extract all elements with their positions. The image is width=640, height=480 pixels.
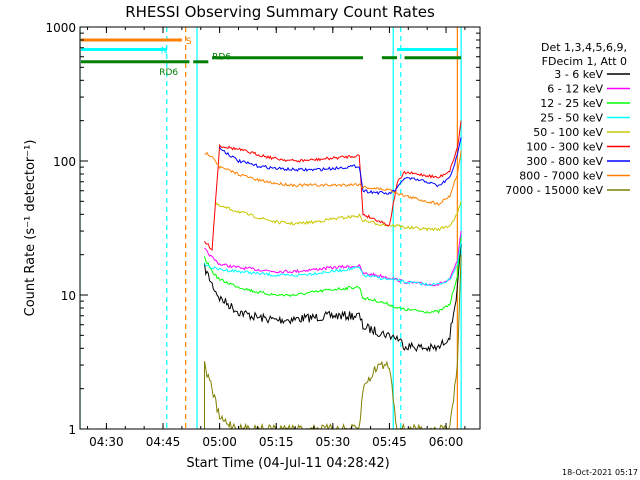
x-tick-label-1: 04:45 xyxy=(146,435,181,449)
state-bar-label-0: S xyxy=(186,37,192,47)
series-line-2 xyxy=(204,237,462,314)
x-tick-label-4: 05:30 xyxy=(316,435,351,449)
x-tick-label-0: 04:30 xyxy=(89,435,124,449)
legend-label-3: 25 - 50 keV xyxy=(540,112,603,125)
legend-label-0: 3 - 6 keV xyxy=(554,68,603,81)
state-bar-label-3: RD6 xyxy=(212,53,231,63)
legend: Det 1,3,4,5,6,9,FDecim 1, Att 03 - 6 keV… xyxy=(505,41,630,197)
x-tick-label-3: 05:15 xyxy=(259,435,294,449)
legend-header-1: FDecim 1, Att 0 xyxy=(542,55,627,68)
plot-frame xyxy=(79,26,481,430)
state-bars: S N RD6 RD6 xyxy=(81,37,462,78)
x-tick-label-6: 06:00 xyxy=(429,435,464,449)
y-tick-label-3: 1000 xyxy=(45,21,76,35)
axes: 04:30 04:45 05:00 05:15 05:30 05:45 06:00 1 10 10… xyxy=(45,21,480,449)
series-line-5 xyxy=(204,120,462,251)
series-line-6 xyxy=(219,137,462,196)
x-tick-label-2: 05:00 xyxy=(202,435,237,449)
legend-label-6: 300 - 800 keV xyxy=(526,155,603,168)
y-tick-label-1: 10 xyxy=(61,289,76,303)
legend-label-7: 800 - 7000 keV xyxy=(519,170,603,183)
y-tick-label-2: 100 xyxy=(53,155,76,169)
legend-header-0: Det 1,3,4,5,6,9, xyxy=(541,41,627,54)
series-line-1 xyxy=(204,231,462,287)
x-axis-label: Start Time (04-Jul-11 04:28:42) xyxy=(186,456,389,471)
series-line-7 xyxy=(204,150,462,206)
series-line-8 xyxy=(204,254,462,429)
y-axis-label: Count Rate (s⁻¹ detector⁻¹) xyxy=(23,140,38,317)
state-bar-label-1: N xyxy=(161,46,168,56)
legend-label-4: 50 - 100 keV xyxy=(533,126,603,139)
legend-label-1: 6 - 12 keV xyxy=(547,83,603,96)
footer-timestamp: 18-Oct-2021 05:17 xyxy=(562,468,638,477)
legend-label-2: 12 - 25 keV xyxy=(540,97,603,110)
chart-title: RHESSI Observing Summary Count Rates xyxy=(125,3,435,21)
series-layer xyxy=(204,120,462,429)
series-line-3 xyxy=(204,241,462,287)
series-line-4 xyxy=(215,201,462,232)
series-line-0 xyxy=(204,244,462,353)
x-tick-label-5: 05:45 xyxy=(372,435,407,449)
legend-label-5: 100 - 300 keV xyxy=(526,141,603,154)
y-tick-label-0: 1 xyxy=(68,423,76,437)
state-bar-label-2: RD6 xyxy=(159,68,178,78)
legend-label-8: 7000 - 15000 keV xyxy=(505,184,603,197)
